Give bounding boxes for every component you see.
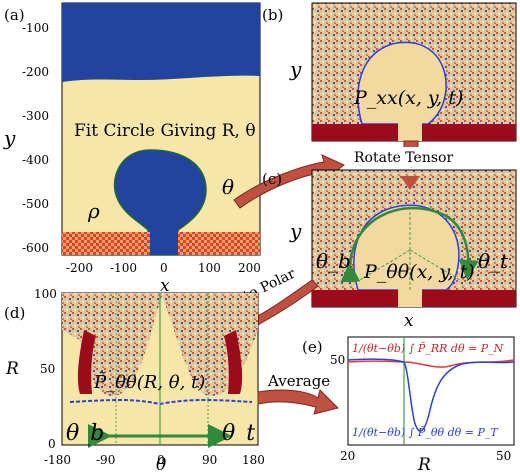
- polar-noise-region: [62, 293, 258, 396]
- panel-e: [347, 336, 515, 446]
- a-ytick-1: -100: [22, 21, 49, 35]
- arrow-average: [257, 389, 339, 415]
- d-ytick-2: 50: [40, 362, 55, 376]
- pore-c: [398, 284, 422, 307]
- rotate-label-bg: [346, 147, 474, 167]
- a-xtick-2: -100: [110, 261, 137, 275]
- panel-a-xticks: -200 -100 0 100 200: [66, 261, 261, 275]
- a-xtick-3: 0: [160, 261, 168, 275]
- panel-b: [311, 2, 517, 142]
- rho-symbol: ρ: [87, 199, 100, 223]
- a-xtick-4: 100: [198, 261, 221, 275]
- a-ytick-5: -500: [22, 197, 49, 211]
- a-ytick-6: -600: [22, 241, 49, 255]
- panel-e-frame: [347, 336, 515, 446]
- pore-b: [398, 118, 422, 141]
- panel-d-xlabel: θ: [156, 455, 166, 472]
- d-xtick-1: -180: [44, 453, 71, 467]
- panel-e-xlabel: R: [417, 455, 431, 472]
- panel-d-label: (d): [4, 304, 25, 322]
- panel-c-theta-b: θ_b: [316, 249, 351, 273]
- panel-d-formula: P̃_θθ(R, θ, t): [93, 371, 205, 393]
- panel-d-ylabel: R: [5, 359, 19, 379]
- droplet-b: [357, 41, 447, 125]
- e-top-formula: 1/(θt−θb) ∫ P̃_RR dθ = P_N: [352, 342, 504, 355]
- a-xtick-1: -200: [66, 261, 93, 275]
- panel-a-ylabel: y: [3, 126, 16, 150]
- d-xtick-4: 90: [202, 453, 217, 467]
- vapor-region: [62, 3, 260, 82]
- panel-c-formula: P_θθ(x, y, t): [363, 261, 475, 283]
- maroon-left: [77, 330, 96, 394]
- panel-a: [61, 2, 261, 256]
- a-ytick-2: -200: [22, 65, 49, 79]
- d-xtick-5: 180: [242, 453, 265, 467]
- e-ytick-1: 50: [330, 353, 345, 367]
- a-xtick-5: 200: [238, 261, 261, 275]
- d-ytick-1: 100: [34, 287, 57, 301]
- panel-b-label: (b): [262, 6, 283, 24]
- rotate-tensor-label: Rotate Tensor: [354, 150, 453, 166]
- pore-a: [150, 226, 178, 255]
- d-xtick-2: -90: [96, 453, 115, 467]
- theta-arc: [340, 206, 479, 283]
- a-ytick-4: -400: [22, 153, 49, 167]
- arrow-into-c: [400, 176, 420, 190]
- d-ytick-3: 0: [48, 437, 56, 451]
- panel-d-theta-t: θ_t: [222, 421, 255, 446]
- panel-c-label: (c): [262, 170, 282, 188]
- panel-d: [61, 292, 259, 448]
- maroon-right: [224, 330, 243, 394]
- panel-d-yticks: 100 50 0: [34, 287, 57, 451]
- panel-c-xlabel: x: [404, 311, 414, 331]
- average-label: Average: [267, 372, 330, 390]
- e-xtick-2: 50: [496, 449, 511, 463]
- a-ytick-3: -300: [22, 109, 49, 123]
- panel-c-ylabel: y: [289, 219, 302, 243]
- panel-c: [311, 169, 517, 308]
- panel-d-xticks: -180 -90 0 90 180: [44, 453, 265, 467]
- panel-b-ylabel: y: [289, 57, 302, 81]
- panel-d-theta-b: θ_b: [66, 421, 104, 446]
- panel-a-yticks: -100 -200 -300 -400 -500 -600: [22, 21, 49, 255]
- panel-a-label: (a): [4, 6, 25, 24]
- panel-b-formula: P_xx(x, y, t): [353, 87, 463, 109]
- d-xtick-3: 0: [157, 453, 165, 467]
- theta-symbol: θ: [222, 175, 234, 199]
- fit-circle-annotation: Fit Circle Giving R, θ: [74, 121, 256, 141]
- e-bottom-formula: 1/(θt−θb) ∫ P̃_θθ dθ = P_T: [352, 426, 499, 439]
- panel-e-label: (e): [302, 338, 323, 356]
- tangential-pressure-curve: [347, 358, 515, 432]
- e-xtick-1: 20: [340, 449, 355, 463]
- panel-a-xlabel: x: [160, 276, 170, 296]
- panel-c-theta-t: θ_t: [478, 249, 509, 273]
